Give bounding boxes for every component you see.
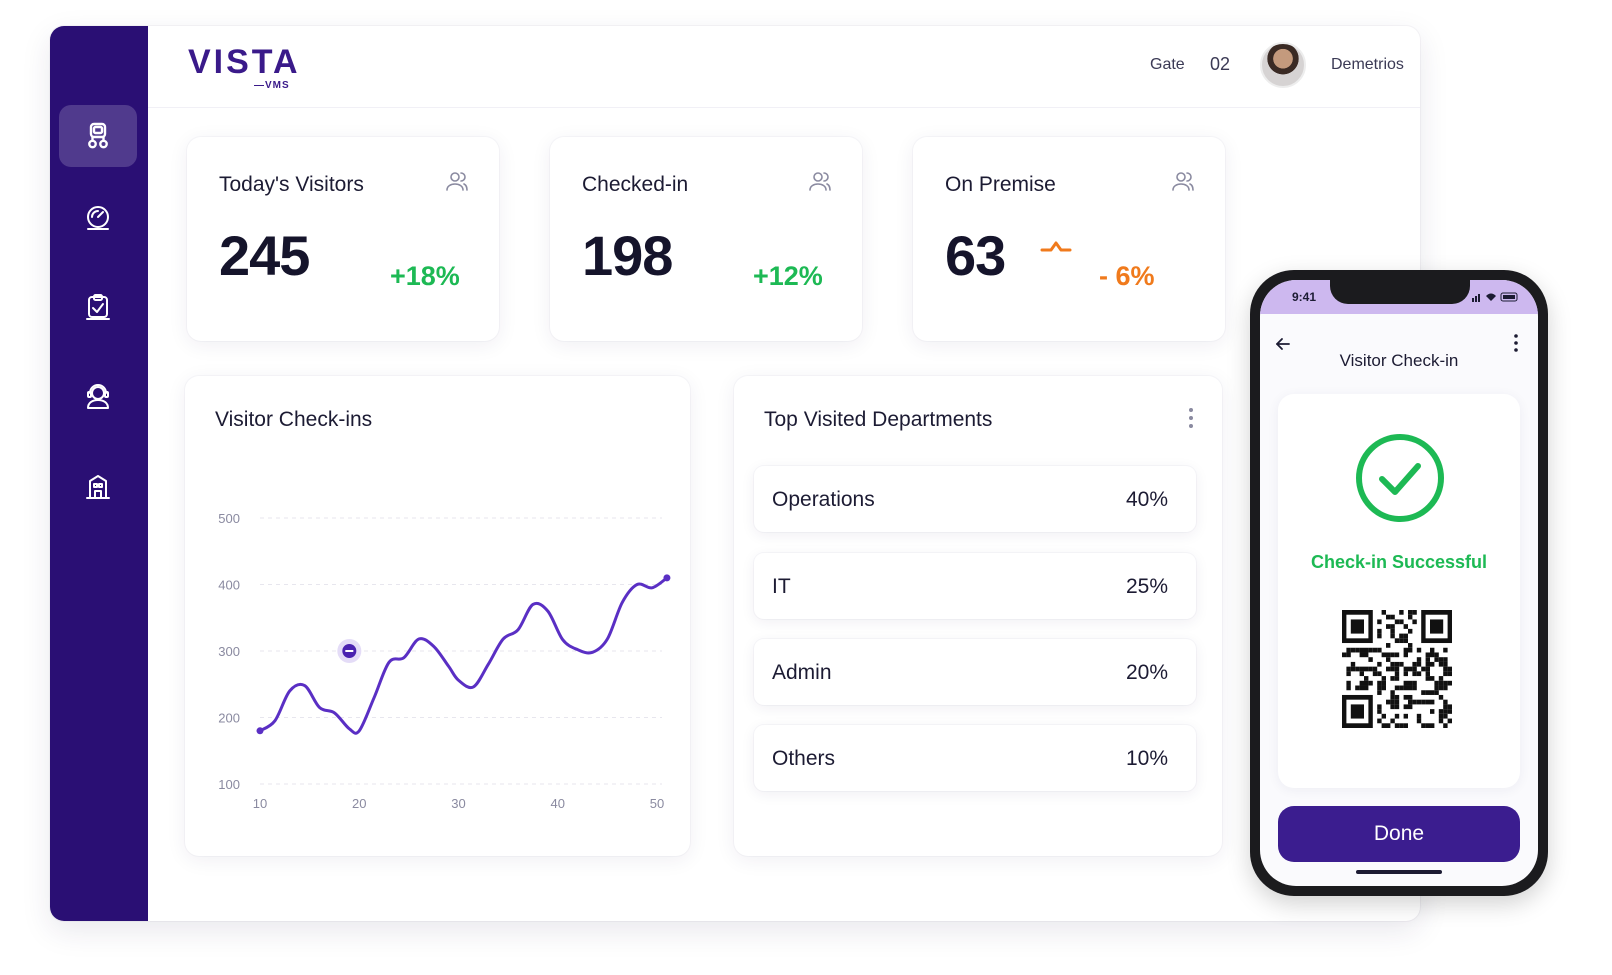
departments-panel: Top Visited Departments Operations 40% I… [734,376,1222,856]
department-name: Operations [772,488,875,511]
list-item[interactable]: IT 25% [754,553,1196,619]
user-support-icon [87,384,109,409]
x-tick-label: 40 [551,796,565,811]
department-percent: 40% [1125,488,1168,511]
clipboard-check-icon [86,294,110,320]
sidebar-item-visitors[interactable] [59,105,137,167]
more-menu-icon[interactable] [1514,334,1518,352]
building-icon [86,475,110,499]
sidebar-item-checklist[interactable] [59,276,137,338]
x-tick-label: 10 [253,796,267,811]
user-name[interactable]: Demetrios [1331,56,1404,73]
status-bar: 9:41 [1260,280,1538,314]
stat-card-checked-in: Checked-in 198 +12% [550,137,862,341]
trend-icon [1040,241,1072,252]
x-tick-label: 50 [650,796,664,811]
dashboard-window: VISTA —VMS Gate 02 Demetrios Today's Vis… [50,26,1420,921]
department-percent: 20% [1125,661,1168,684]
sidebar-item-dashboard[interactable] [59,187,137,249]
top-bar: VISTA —VMS Gate 02 Demetrios [148,26,1420,108]
sidebar-item-support[interactable] [59,366,137,428]
users-icon [1172,172,1194,191]
more-menu-icon[interactable] [1188,406,1194,430]
brand-name: VISTA [188,43,301,81]
series-line [258,576,669,735]
status-time: 9:41 [1292,290,1317,304]
x-tick-label: 30 [451,796,465,811]
gate-number: 02 [1210,54,1231,74]
sidebar-item-building[interactable] [59,456,137,518]
visitor-checkins-panel: Visitor Check-ins 100 200 300 400 500 10 20 30 4… [185,376,690,856]
avatar[interactable] [1260,42,1306,88]
stat-change: +12% [753,261,823,291]
qr-code [1342,610,1452,728]
back-arrow-icon[interactable] [1274,336,1292,352]
signal-wifi-battery-icon [1472,292,1518,302]
home-indicator [1356,870,1442,874]
departments-title: Top Visited Departments [764,408,993,431]
check-circle-icon [1356,434,1444,522]
y-tick-label: 100 [218,777,240,792]
stat-card-on-premise: On Premise 63 - 6% [913,137,1225,341]
department-name: Admin [772,661,832,684]
y-tick-label: 300 [218,644,240,659]
stat-value: 245 [219,224,310,287]
x-tick-label: 20 [352,796,366,811]
series-end-point [663,574,671,582]
done-button[interactable]: Done [1278,806,1520,862]
phone-title: Visitor Check-in [1339,351,1459,370]
list-item[interactable]: Operations 40% [754,466,1196,532]
gate-label: Gate [1150,56,1185,73]
chart-title: Visitor Check-ins [215,408,373,431]
stat-title: Today's Visitors [219,173,364,196]
visitor-checkins-chart: 100 200 300 400 500 10 20 30 40 50 [218,511,671,811]
stat-value: 63 [945,224,1006,287]
dashboard-gauge-icon [87,206,109,230]
phone-screen: 9:41 Visitor Check-in Check-in Successfu… [1260,280,1538,886]
phone-mockup: 9:41 Visitor Check-in Check-in Successfu… [1250,270,1548,896]
y-tick-label: 200 [218,711,240,726]
series-start-point [256,727,264,735]
department-name: IT [772,575,791,598]
stat-change: +18% [390,261,460,291]
notch [1330,280,1470,304]
stat-change: - 6% [1099,261,1155,291]
checkin-result-card: Check-in Successful [1278,394,1520,788]
stat-title: Checked-in [582,173,689,196]
sidebar [50,26,148,921]
brand-sub: —VMS [254,80,290,91]
users-icon [809,172,831,191]
department-percent: 25% [1125,575,1168,598]
list-item[interactable]: Others 10% [754,725,1196,791]
list-item[interactable]: Admin 20% [754,639,1196,705]
y-tick-label: 500 [218,511,240,526]
stat-title: On Premise [945,173,1056,196]
stat-card-visitors: Today's Visitors 245 +18% [187,137,499,341]
brand-logo[interactable]: VISTA —VMS [188,43,301,91]
y-tick-label: 400 [218,578,240,593]
department-name: Others [772,747,836,770]
department-percent: 10% [1125,747,1168,770]
users-icon [446,172,468,191]
success-message: Check-in Successful [1310,552,1488,572]
stat-value: 198 [582,224,673,287]
visitor-badge-icon [88,122,108,149]
